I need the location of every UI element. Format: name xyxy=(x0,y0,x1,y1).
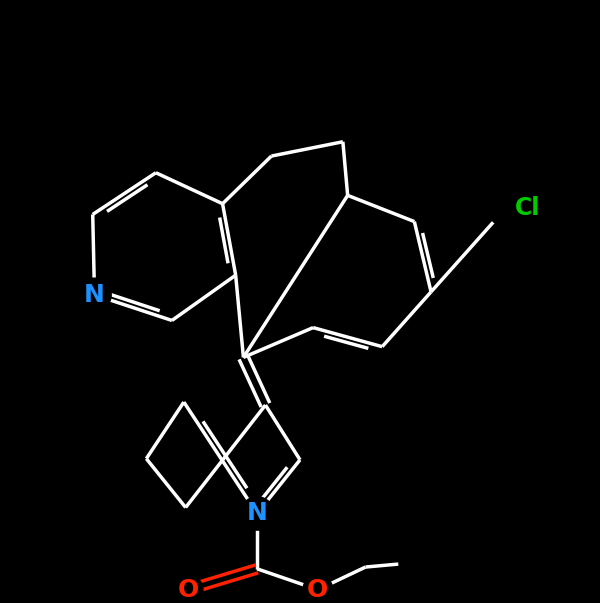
Text: Cl: Cl xyxy=(514,197,540,221)
Circle shape xyxy=(488,191,523,226)
Text: O: O xyxy=(307,578,328,602)
Text: O: O xyxy=(178,578,199,602)
Circle shape xyxy=(78,278,111,312)
Circle shape xyxy=(241,497,274,530)
Text: N: N xyxy=(247,502,268,525)
Circle shape xyxy=(303,575,333,603)
Circle shape xyxy=(173,575,203,603)
Text: N: N xyxy=(84,283,105,307)
